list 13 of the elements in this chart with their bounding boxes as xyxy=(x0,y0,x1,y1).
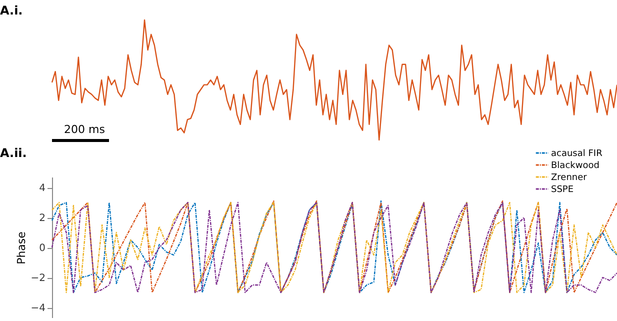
y-tick-label: 0 xyxy=(39,243,46,254)
legend-label: Blackwood xyxy=(551,161,600,171)
chart-title: A.i. xyxy=(0,3,23,18)
legend-label: acausal FIR xyxy=(551,149,602,159)
y-tick-label: 2 xyxy=(39,213,46,224)
y-tick-label: −4 xyxy=(30,303,46,314)
legend-label: SSPE xyxy=(551,185,574,195)
annotation: 200 ms xyxy=(64,123,105,136)
y-tick-label: 4 xyxy=(39,183,46,194)
y-tick-label: −2 xyxy=(30,273,46,284)
y-axis-title: Phase xyxy=(14,231,28,264)
chart-title: A.ii. xyxy=(0,146,27,160)
legend-label: Zrenner xyxy=(551,173,588,183)
